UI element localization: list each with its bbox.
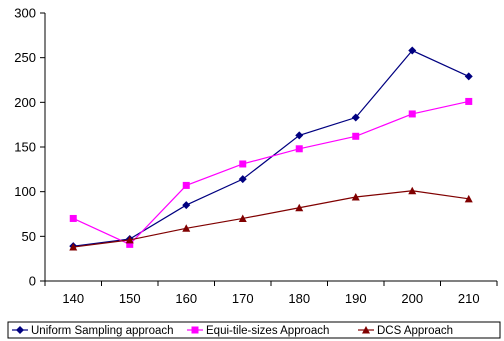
data-point: [238, 214, 247, 222]
x-tick-label: 170: [232, 291, 254, 306]
data-point: [182, 181, 190, 189]
y-tick-label: 250: [14, 50, 36, 65]
data-point: [295, 145, 303, 153]
legend-label: DCS Approach: [377, 325, 453, 337]
x-tick-label: 160: [175, 291, 197, 306]
data-point: [351, 113, 360, 122]
legend: Uniform Sampling approach Equi-tile-sizes…: [7, 321, 501, 339]
data-point: [408, 46, 417, 55]
x-tick-label: 180: [288, 291, 310, 306]
data-point: [125, 235, 134, 244]
x-tick-label: 150: [119, 291, 141, 306]
legend-entry: Equi-tile-sizes Approach: [187, 325, 329, 337]
data-point: [69, 214, 77, 222]
data-point: [464, 72, 473, 81]
legend-marker: [191, 326, 199, 334]
legend-label: Uniform Sampling approach: [31, 325, 174, 337]
data-point: [408, 110, 416, 118]
legend-box: [7, 321, 501, 339]
series-3: [69, 186, 473, 251]
x-tick-label: 210: [458, 291, 480, 306]
series-line: [73, 190, 469, 248]
series-line: [72, 100, 469, 246]
series-1: [69, 46, 473, 251]
data-point: [465, 97, 473, 105]
data-point: [239, 160, 247, 168]
legend-marker: [362, 326, 370, 334]
series-layer: [69, 46, 473, 251]
y-tick-label: 300: [14, 6, 36, 21]
data-point: [295, 203, 304, 212]
y-tick-label: 0: [29, 274, 36, 289]
series-line: [73, 49, 470, 247]
data-point: [464, 194, 473, 203]
y-tick-label: 100: [14, 184, 36, 199]
data-point: [408, 186, 417, 195]
x-tick-label: 140: [62, 291, 84, 306]
y-tick-label: 200: [14, 95, 36, 110]
x-tick-label: 200: [401, 291, 423, 306]
legend-entry: DCS Approach: [358, 325, 453, 337]
data-point: [352, 132, 360, 140]
data-point: [238, 175, 247, 184]
y-tick-label: 50: [22, 229, 36, 244]
data-point: [295, 131, 304, 140]
legend-entry: Uniform Sampling approach: [12, 325, 174, 337]
data-point: [126, 240, 134, 248]
chart-axes: 0 50 100 150 200 250 300 140 150 160 170 180 190 200 2…: [14, 6, 498, 306]
series-2: [69, 97, 473, 248]
x-tick-label: 190: [345, 291, 367, 306]
data-point: [69, 243, 78, 251]
legend-marker: [16, 326, 24, 334]
data-point: [182, 224, 191, 232]
data-point: [182, 201, 191, 210]
legend-label: Equi-tile-sizes Approach: [206, 325, 329, 337]
data-point: [351, 193, 360, 201]
y-tick-label: 150: [14, 140, 36, 155]
